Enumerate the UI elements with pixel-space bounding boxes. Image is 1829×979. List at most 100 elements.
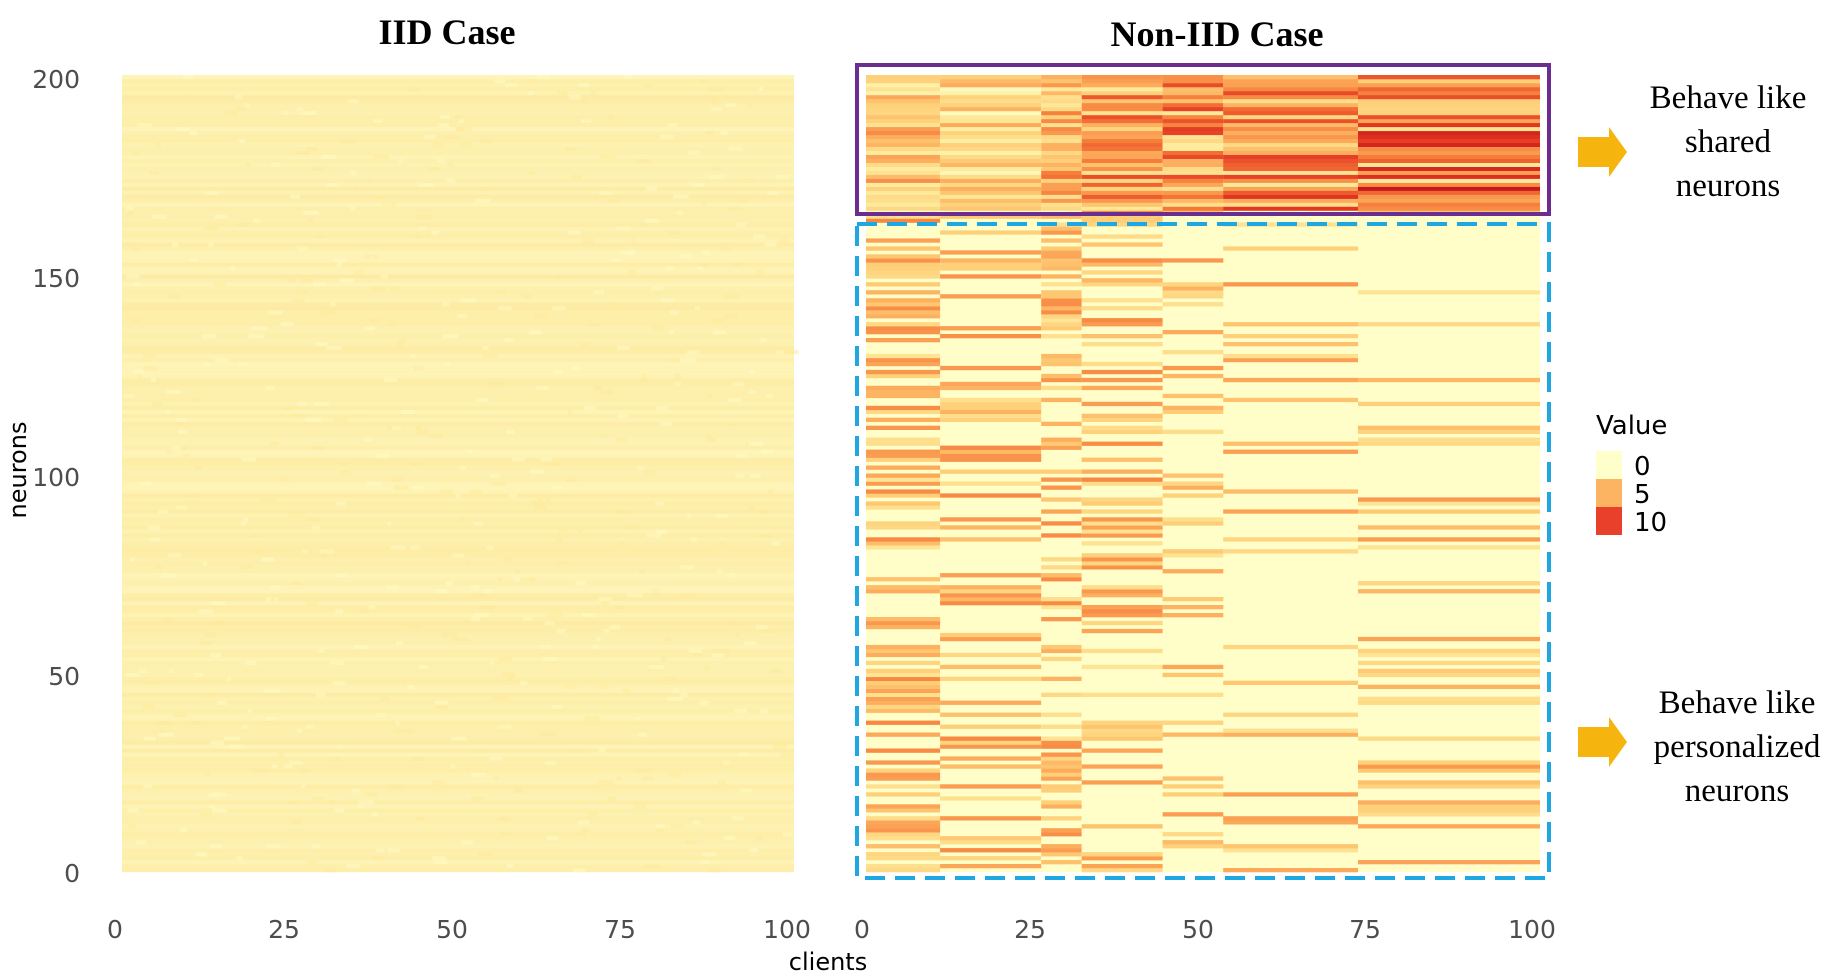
iid-heatmap-cell	[712, 166, 720, 171]
noniid-heatmap-cell	[1041, 206, 1082, 211]
noniid-heatmap-cell	[1041, 497, 1082, 502]
noniid-heatmap	[866, 75, 1540, 873]
noniid-heatmap-cell	[1041, 202, 1082, 207]
iid-heatmap-cell	[530, 469, 544, 474]
noniid-heatmap-cell	[940, 178, 1042, 183]
iid-heatmap-cell	[598, 748, 606, 753]
noniid-heatmap-cell	[1081, 126, 1163, 132]
iid-heatmap-cell	[749, 389, 756, 395]
iid-heatmap-row	[122, 162, 794, 167]
noniid-heatmap-cell	[1223, 194, 1358, 199]
iid-heatmap-row	[122, 852, 794, 857]
noniid-heatmap-cell	[1162, 90, 1224, 96]
noniid-heatmap-cell	[866, 102, 941, 108]
noniid-heatmap-cell	[1081, 258, 1163, 263]
noniid-heatmap-cell	[1041, 274, 1082, 279]
iid-heatmap-cell	[732, 381, 745, 387]
iid-heatmap-cell	[736, 222, 747, 227]
noniid-heatmap-cell	[1162, 75, 1224, 80]
iid-heatmap-cell	[395, 640, 404, 646]
iid-heatmap-cell	[194, 672, 203, 678]
iid-heatmap-cell	[581, 118, 592, 124]
noniid-heatmap-cell	[1358, 150, 1540, 155]
iid-heatmap-cell	[467, 449, 473, 454]
noniid-heatmap-cell	[1041, 776, 1082, 781]
noniid-heatmap-cell	[1081, 457, 1163, 462]
iid-heatmap-cell	[656, 529, 668, 534]
iid-heatmap-cell	[137, 122, 152, 128]
iid-heatmap-row	[122, 573, 794, 578]
noniid-heatmap-cell	[940, 266, 1042, 271]
iid-heatmap-cell	[390, 545, 406, 550]
noniid-heatmap-cell	[940, 756, 1042, 761]
iid-heatmap-cell	[705, 130, 721, 136]
noniid-heatmap-cell	[1358, 170, 1540, 175]
noniid-heatmap-cell	[1358, 90, 1540, 96]
noniid-heatmap-cell	[866, 270, 941, 275]
noniid-heatmap-cell	[1081, 413, 1163, 418]
noniid-heatmap-cell	[1041, 852, 1082, 857]
iid-heatmap-cell	[783, 349, 799, 355]
noniid-heatmap-cell	[866, 760, 941, 765]
noniid-heatmap-cell	[940, 601, 1042, 606]
iid-heatmap-cell	[499, 832, 512, 837]
iid-heatmap-cell	[515, 569, 520, 574]
noniid-heatmap-cell	[1081, 824, 1163, 829]
noniid-heatmap-cell	[940, 166, 1042, 171]
iid-heatmap-row	[122, 577, 794, 582]
noniid-heatmap-cell	[1081, 868, 1163, 873]
noniid-heatmap-cell	[1041, 760, 1082, 765]
iid-heatmap-cell	[324, 868, 336, 873]
noniid-heatmap-cell	[1358, 668, 1540, 674]
iid-heatmap-cell	[749, 473, 761, 478]
iid-heatmap-cell	[210, 844, 223, 849]
iid-heatmap-cell	[644, 864, 660, 869]
iid-heatmap-cell	[432, 780, 445, 785]
iid-heatmap-row	[122, 122, 794, 128]
iid-heatmap-row	[122, 764, 794, 769]
noniid-heatmap-cell	[1081, 541, 1163, 546]
iid-heatmap-cell	[767, 190, 779, 195]
noniid-heatmap-cell	[866, 732, 941, 737]
iid-heatmap-row	[122, 409, 794, 415]
noniid-heatmap-cell	[1041, 509, 1082, 514]
noniid-heatmap-cell	[866, 266, 941, 271]
noniid-heatmap-cell	[1358, 202, 1540, 207]
noniid-heatmap-cell	[1041, 110, 1082, 116]
noniid-heatmap-cell	[866, 808, 941, 813]
noniid-heatmap-cell	[1081, 75, 1163, 80]
iid-heatmap-cell	[383, 377, 398, 383]
iid-heatmap-cell	[617, 345, 630, 351]
noniid-heatmap-cell	[1041, 605, 1082, 610]
iid-heatmap-cell	[305, 601, 319, 606]
iid-heatmap-cell	[472, 593, 487, 598]
noniid-heatmap-cell	[1041, 186, 1082, 191]
iid-heatmap-cell	[623, 75, 632, 80]
noniid-heatmap-cell	[1041, 828, 1082, 833]
noniid-heatmap-cell	[1358, 154, 1540, 159]
noniid-heatmap-cell	[1358, 672, 1540, 678]
iid-heatmap-cell	[502, 557, 512, 562]
iid-heatmap-cell	[488, 381, 504, 387]
shared-annotation: Behave like shared neurons	[1650, 80, 1807, 204]
noniid-heatmap-cell	[1081, 620, 1163, 626]
noniid-heatmap-cell	[1041, 577, 1082, 582]
noniid-heatmap-cell	[940, 585, 1042, 590]
iid-heatmap-cell	[171, 445, 182, 450]
iid-heatmap-cell	[189, 130, 198, 136]
iid-heatmap-cell	[606, 302, 615, 307]
noniid-heatmap-cell	[1223, 198, 1358, 203]
noniid-heatmap-cell	[1081, 648, 1163, 654]
iid-heatmap-cell	[616, 437, 627, 442]
noniid-heatmap-cell	[1223, 146, 1358, 151]
noniid-heatmap-cell	[1081, 182, 1163, 187]
iid-heatmap-cell	[175, 126, 190, 132]
iid-heatmap-cell	[765, 393, 774, 399]
iid-heatmap-cell	[210, 652, 222, 658]
noniid-heatmap-cell	[940, 214, 1042, 219]
iid-heatmap-cell	[730, 620, 738, 626]
noniid-heatmap-cell	[1041, 445, 1082, 450]
iid-heatmap-row	[122, 469, 794, 474]
noniid-heatmap-cell	[1162, 194, 1224, 199]
noniid-heatmap-cell	[866, 417, 941, 422]
